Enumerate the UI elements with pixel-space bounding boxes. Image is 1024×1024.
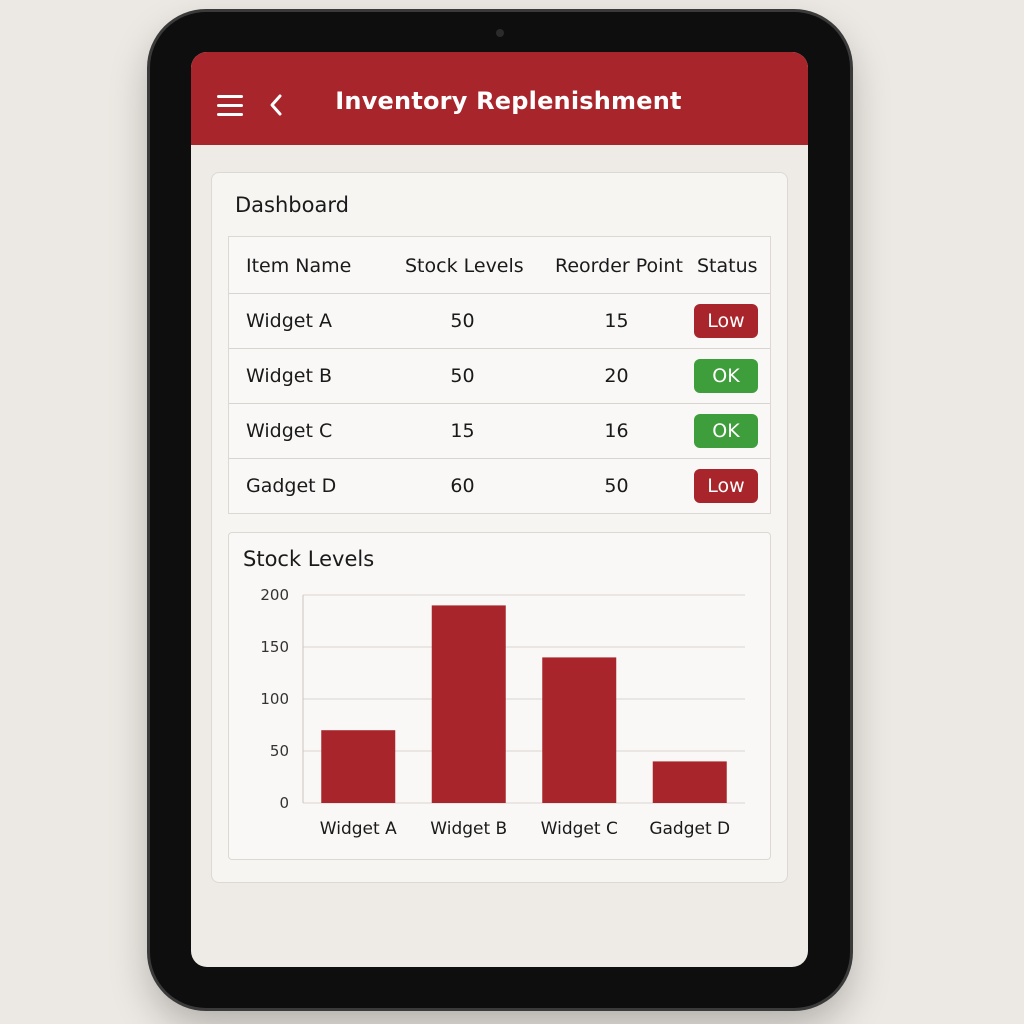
reorder-point-cell: 50 [604,475,629,497]
column-header-item-name: Item Name [246,255,352,277]
chevron-left-icon[interactable] [267,92,287,118]
table-row[interactable]: Widget A 50 15 Low [229,293,770,348]
inventory-table: Item Name Stock Levels Reorder Point Sta… [228,236,771,514]
column-header-stock-levels: Stock Levels [405,255,524,277]
status-badge: OK [694,414,758,448]
stock-levels-chart-panel: 0 50 100 150 200 Widget A Widget B Widget C Gadg… [228,532,771,860]
stock-level-cell: 50 [450,365,475,387]
column-header-reorder-point: Reorder Point [555,255,683,277]
table-header-row: Item Name Stock Levels Reorder Point Sta… [229,237,770,293]
reorder-point-cell: 20 [604,365,629,387]
stock-levels-chart: 0 50 100 150 200 Widget A Widget B Widget C Gadg… [260,586,745,839]
stock-level-cell: 15 [450,420,475,442]
y-tick-label: 100 [260,690,289,708]
chart-title: Stock Levels [243,547,375,571]
dashboard-title: Dashboard [235,193,349,217]
x-tick-label: Widget B [430,819,507,839]
x-tick-label: Widget C [541,819,618,839]
y-tick-label: 0 [279,794,289,812]
tablet-frame: Inventory Replenishment Dashboard Item N… [150,12,850,1008]
status-badge: Low [694,469,758,503]
page-title: Inventory Replenishment [335,87,682,115]
bar [431,605,506,803]
app-bar: Inventory Replenishment [191,52,808,145]
bar [542,657,617,803]
y-tick-label: 50 [270,742,289,760]
app-screen: Inventory Replenishment Dashboard Item N… [191,52,808,967]
item-name-cell: Widget A [246,310,332,332]
reorder-point-cell: 15 [604,310,629,332]
status-badge: OK [694,359,758,393]
dashboard-card: Dashboard Item Name Stock Levels Reorder… [211,172,788,883]
reorder-point-cell: 16 [604,420,629,442]
column-header-status: Status [697,255,758,277]
bar [652,761,727,803]
hamburger-menu-icon[interactable] [217,95,243,117]
stock-level-cell: 60 [450,475,475,497]
item-name-cell: Widget C [246,420,333,442]
stock-level-cell: 50 [450,310,475,332]
x-tick-label: Widget A [320,819,397,839]
x-tick-label: Gadget D [649,819,730,839]
item-name-cell: Widget B [246,365,332,387]
y-tick-label: 200 [260,586,289,604]
y-tick-label: 150 [260,638,289,656]
item-name-cell: Gadget D [246,475,337,497]
front-camera [496,29,504,37]
table-row[interactable]: Widget C 15 16 OK [229,403,770,458]
status-badge: Low [694,304,758,338]
bar [321,730,396,803]
table-row[interactable]: Gadget D 60 50 Low [229,458,770,513]
table-row[interactable]: Widget B 50 20 OK [229,348,770,403]
